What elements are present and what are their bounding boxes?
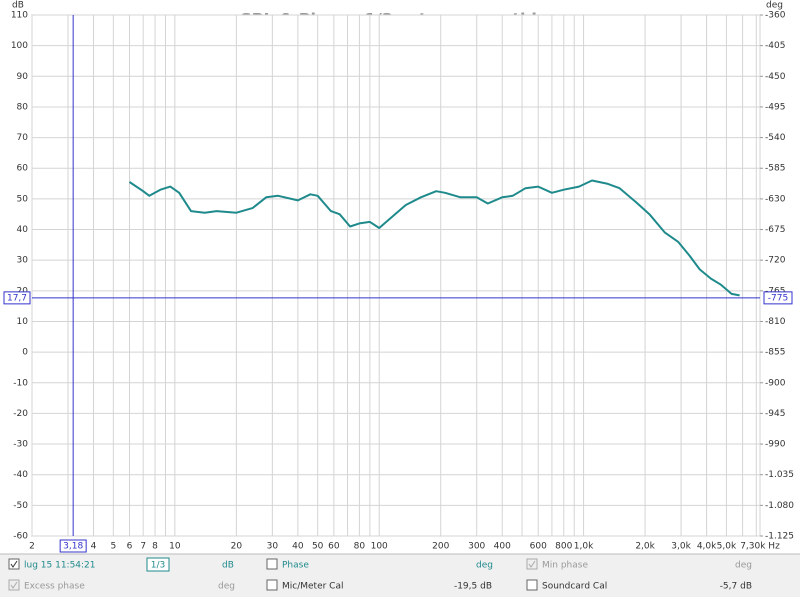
- checkbox[interactable]: [526, 579, 538, 591]
- y-tick-label: 30: [17, 256, 29, 266]
- item-value: deg: [476, 561, 493, 571]
- y2-tick-label: -990: [765, 440, 786, 450]
- x-tick-label: 1,0k: [574, 542, 594, 552]
- checkbox[interactable]: [526, 558, 538, 570]
- checkbox[interactable]: [8, 558, 20, 570]
- x-tick-label: 50: [312, 542, 324, 552]
- x-tick-label: 400: [494, 542, 511, 552]
- y2-tick-label: -540: [765, 133, 786, 143]
- spl-line: [128, 179, 740, 297]
- item-label: Phase: [282, 561, 309, 571]
- y-tick-label: 50: [17, 194, 29, 204]
- y-tick-label: 80: [17, 102, 29, 112]
- y2-tick-label: -585: [765, 164, 785, 174]
- y2-tick-label: -1.080: [765, 501, 794, 511]
- y-tick-label: 70: [17, 133, 29, 143]
- item-value: -19,5 dB: [454, 582, 492, 592]
- y2-tick-label: -855: [765, 348, 785, 358]
- y2-tick-label: -495: [765, 102, 785, 112]
- checkbox[interactable]: [266, 579, 278, 591]
- x-tick-label: 300: [468, 542, 485, 552]
- x-tick-label: 2: [29, 542, 35, 552]
- x-tick-label: 8: [152, 542, 158, 552]
- checkbox[interactable]: [266, 558, 278, 570]
- x-tick-label: 600: [530, 542, 547, 552]
- x-tick-label: 30: [267, 542, 279, 552]
- y2-tick-label: -360: [765, 11, 786, 21]
- y2-tick-label: -900: [765, 378, 786, 388]
- y-tick-label: 20: [17, 286, 29, 296]
- y-unit: dB: [12, 1, 24, 11]
- checkbox[interactable]: [8, 579, 20, 591]
- x-tick-label: 5: [110, 542, 116, 552]
- x-tick-label: 4,0k: [697, 542, 717, 552]
- y-tick-label: 40: [17, 225, 29, 235]
- check: [10, 560, 18, 568]
- x-tick-label: 4: [91, 542, 97, 552]
- y-tick-label: 60: [17, 164, 29, 174]
- y-tick-label: 0: [22, 348, 28, 358]
- control-panel: [0, 554, 800, 597]
- cursor-y-label: 17,7: [7, 293, 27, 303]
- x-tick-label: 200: [432, 542, 449, 552]
- x-tick-label: 7: [140, 542, 146, 552]
- check: [10, 581, 18, 589]
- series-unit: dB: [222, 561, 234, 571]
- x-tick-label: 60: [328, 542, 340, 552]
- y-tick-label: 10: [17, 317, 29, 327]
- y-tick-label: 90: [17, 72, 29, 82]
- item-label: Min phase: [542, 561, 588, 571]
- y2-tick-label: -1.035: [765, 470, 794, 480]
- y2-tick-label: -765: [765, 286, 785, 296]
- y-tick-label: -20: [13, 409, 28, 419]
- smoothing: 1/3: [151, 561, 165, 571]
- item-label: Excess phase: [24, 582, 85, 592]
- y-tick-label: -10: [13, 378, 28, 388]
- y-tick-label: -60: [13, 532, 28, 542]
- y2-unit: deg: [766, 1, 783, 11]
- x-tick-label: 40: [292, 542, 304, 552]
- item-label: Mic/Meter Cal: [282, 582, 343, 592]
- item-value: deg: [735, 561, 752, 571]
- cursor-x-label-box: [59, 539, 87, 553]
- y-tick-label: -40: [13, 470, 28, 480]
- x-tick-label: 3,0k: [671, 542, 691, 552]
- y2-tick-label: -810: [765, 317, 786, 327]
- cursor-y-label-box: [3, 291, 31, 305]
- y-tick-label: -50: [13, 501, 28, 511]
- y-tick-label: -30: [13, 440, 28, 450]
- item-value: deg: [218, 582, 235, 592]
- cursor-y2-label-box: [763, 291, 793, 305]
- item-label: Soundcard Cal: [542, 582, 607, 592]
- y2-tick-label: -630: [765, 194, 786, 204]
- y2-tick-label: -405: [765, 41, 785, 51]
- x-tick-label: 100: [371, 542, 388, 552]
- x-tick-label: 7,30k Hz: [740, 542, 780, 552]
- y2-tick-label: -450: [765, 72, 786, 82]
- y2-tick-label: -675: [765, 225, 785, 235]
- y2-tick-label: -1.125: [765, 532, 794, 542]
- y2-tick-label: -720: [765, 256, 786, 266]
- x-tick-label: 6: [127, 542, 133, 552]
- item-value: -5,7 dB: [720, 582, 752, 592]
- smoothing-button[interactable]: [146, 557, 170, 572]
- check: [528, 560, 536, 568]
- y-tick-label: 100: [11, 41, 28, 51]
- series-name: lug 15 11:54:21: [24, 561, 96, 571]
- plot-area: [31, 14, 761, 537]
- x-tick-label: 80: [354, 542, 366, 552]
- cursor-y2-label: -775: [768, 293, 788, 303]
- x-tick-label: 2,0k: [635, 542, 655, 552]
- x-tick-label: 800: [555, 542, 572, 552]
- x-tick-label: 20: [231, 542, 243, 552]
- x-tick-label: 10: [169, 542, 181, 552]
- cursor-x-label: 3,18: [63, 542, 83, 552]
- y-tick-label: 110: [11, 11, 28, 21]
- y2-tick-label: -945: [765, 409, 785, 419]
- x-tick-label: 5,0k: [717, 542, 737, 552]
